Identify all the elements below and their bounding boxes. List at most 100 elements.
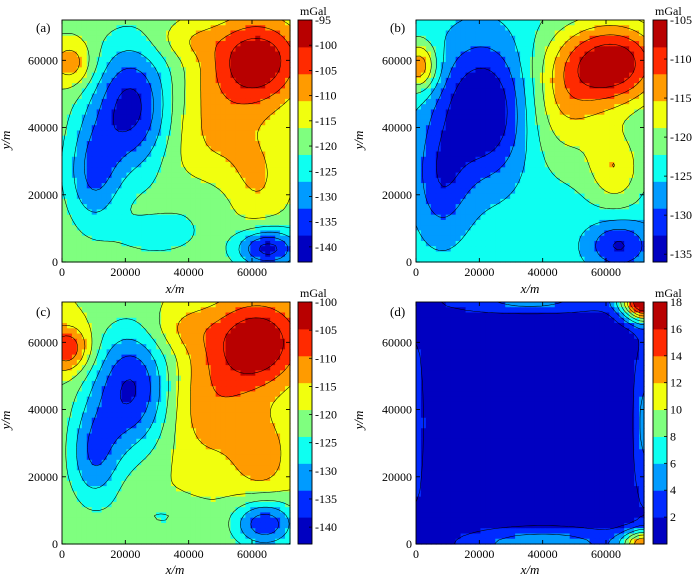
contour-cell bbox=[255, 307, 261, 314]
contour-cell bbox=[265, 193, 271, 200]
contour-cell bbox=[285, 167, 291, 174]
contour-cell bbox=[485, 114, 491, 121]
contour-cell bbox=[475, 156, 482, 163]
contour-cell bbox=[171, 198, 177, 205]
contour-cell bbox=[96, 146, 103, 153]
contour-cell bbox=[485, 204, 491, 210]
contour-cell bbox=[161, 370, 167, 377]
contour-cell bbox=[81, 317, 88, 324]
contour-cell bbox=[530, 193, 536, 200]
contour-cell bbox=[250, 146, 256, 153]
contour-cell bbox=[220, 172, 227, 179]
contour-cell bbox=[136, 256, 142, 263]
contour-cell bbox=[505, 256, 511, 263]
contour-cell bbox=[66, 183, 73, 189]
contour-cell bbox=[190, 177, 197, 184]
contour-cell bbox=[190, 370, 197, 377]
contour-cell bbox=[190, 20, 197, 26]
contour-cell bbox=[116, 114, 123, 121]
contour-cell bbox=[589, 151, 596, 158]
contour-cell bbox=[96, 333, 103, 340]
contour-cell bbox=[599, 183, 605, 189]
contour-cell bbox=[485, 93, 491, 100]
contour-cell bbox=[584, 35, 591, 42]
contour-cell bbox=[180, 302, 187, 308]
contour-cell bbox=[435, 151, 442, 158]
contour-cell bbox=[96, 365, 103, 371]
contour-cell bbox=[280, 151, 286, 158]
contour-cell bbox=[66, 41, 73, 47]
contour-cell bbox=[539, 46, 546, 53]
contour-cell bbox=[614, 162, 620, 168]
contour-cell bbox=[559, 251, 566, 258]
contour-cell bbox=[151, 240, 157, 247]
contour-cell bbox=[559, 151, 566, 158]
contour-cell bbox=[594, 67, 600, 74]
contour-cell bbox=[76, 246, 83, 253]
contour-cell bbox=[634, 114, 640, 121]
contour-cell bbox=[131, 151, 137, 158]
contour-cell bbox=[106, 62, 113, 68]
contour-cell bbox=[285, 365, 291, 371]
contour-cell bbox=[225, 219, 232, 226]
contour-cell bbox=[265, 323, 271, 329]
contour-cell bbox=[460, 198, 467, 205]
contour-cell bbox=[624, 119, 630, 126]
contour-cell bbox=[520, 77, 526, 84]
contour-cell bbox=[106, 183, 113, 189]
contour-cell bbox=[265, 183, 271, 189]
contour-cell bbox=[185, 88, 192, 95]
contour-cell bbox=[166, 214, 172, 221]
contour-cell bbox=[440, 167, 447, 174]
contour-cell bbox=[185, 119, 192, 126]
contour-cell bbox=[619, 135, 625, 142]
contour-cell bbox=[240, 172, 246, 179]
contour-cell bbox=[111, 338, 118, 345]
contour-cell bbox=[485, 162, 491, 168]
contour-cell bbox=[465, 93, 472, 100]
contour-cell bbox=[96, 35, 103, 42]
contour-cell bbox=[101, 141, 108, 147]
contour-cell bbox=[525, 20, 531, 26]
contour-cell bbox=[480, 162, 486, 168]
contour-cell bbox=[470, 219, 477, 226]
contour-cell bbox=[141, 125, 147, 132]
contour-cell bbox=[101, 235, 108, 242]
contour-cell bbox=[255, 328, 261, 335]
contour-cell bbox=[230, 109, 237, 116]
contour-cell bbox=[544, 56, 551, 63]
contour-cell bbox=[549, 214, 556, 221]
contour-cell bbox=[609, 214, 615, 221]
contour-cell bbox=[534, 193, 541, 200]
contour-cell bbox=[515, 246, 521, 253]
contour-cell bbox=[594, 251, 600, 258]
contour-cell bbox=[425, 230, 432, 237]
contour-cell bbox=[66, 167, 73, 174]
contour-cell bbox=[539, 30, 546, 37]
contour-cell bbox=[475, 56, 482, 63]
contour-cell bbox=[270, 104, 276, 111]
contour-cell bbox=[240, 246, 246, 253]
contour-cell bbox=[171, 307, 177, 314]
contour-cell bbox=[265, 156, 271, 163]
contour-cell bbox=[594, 219, 600, 226]
contour-cell bbox=[230, 317, 237, 324]
contour-cell bbox=[156, 98, 162, 105]
contour-cell bbox=[515, 104, 521, 111]
contour-cell bbox=[525, 172, 531, 179]
contour-cell bbox=[480, 214, 486, 221]
contour-cell bbox=[220, 198, 227, 205]
contour-cell bbox=[176, 119, 182, 126]
contour-cell bbox=[515, 56, 521, 63]
contour-cell bbox=[450, 151, 457, 158]
contour-cell bbox=[250, 333, 256, 340]
contour-cell bbox=[190, 323, 197, 329]
contour-cell bbox=[176, 333, 182, 340]
contour-cell bbox=[116, 177, 123, 184]
contour-cell bbox=[495, 88, 501, 95]
contour-cell bbox=[265, 104, 271, 111]
contour-cell bbox=[126, 30, 132, 37]
contour-cell bbox=[450, 198, 457, 205]
contour-cell bbox=[485, 141, 491, 147]
contour-cell bbox=[594, 93, 600, 100]
